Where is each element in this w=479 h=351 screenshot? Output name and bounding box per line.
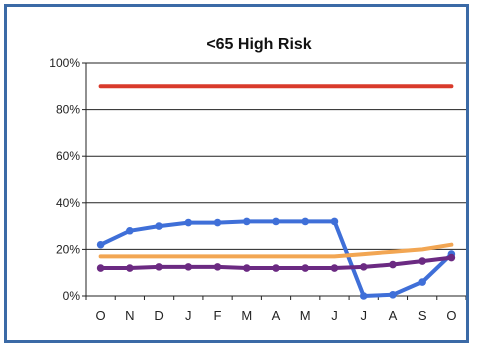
data-point <box>99 84 103 88</box>
data-point <box>242 217 251 226</box>
series-1 <box>98 84 454 89</box>
y-tick-labels: 0% 20% 40% 60% 80% 100% <box>49 56 80 303</box>
x-tick-label: J <box>360 308 367 323</box>
data-point <box>418 257 426 265</box>
y-tick-label: 40% <box>56 196 80 210</box>
data-point <box>449 243 453 247</box>
data-point <box>96 264 105 272</box>
axes <box>82 62 467 300</box>
data-point <box>332 254 337 258</box>
data-point <box>272 217 280 226</box>
data-point <box>184 218 193 227</box>
data-point <box>96 240 105 249</box>
data-point <box>420 84 424 88</box>
data-point <box>157 84 161 88</box>
data-point <box>99 254 103 258</box>
data-point <box>186 84 190 88</box>
data-point <box>213 263 222 271</box>
line-chart: <65 High Risk 0% 20% 40% 60% 80% 100% O N D J F M A… <box>49 36 467 323</box>
data-point <box>391 84 395 88</box>
x-tick-label: A <box>389 308 398 323</box>
data-point <box>155 222 163 230</box>
data-point <box>215 84 220 88</box>
chart-title: <65 High Risk <box>206 36 311 53</box>
x-tick-label: O <box>96 308 106 323</box>
x-tick-label: M <box>241 308 252 323</box>
chart-frame: <65 High Risk 0% 20% 40% 60% 80% 100% O N D J F M A… <box>4 4 469 343</box>
series-3-line <box>98 242 454 259</box>
data-point <box>330 264 339 272</box>
data-point <box>447 253 456 262</box>
data-point <box>126 264 134 272</box>
y-tick-label: 100% <box>49 56 80 70</box>
x-tick-label: A <box>272 308 281 323</box>
x-tick-label: N <box>125 308 134 323</box>
data-point <box>330 217 339 226</box>
series-lines <box>96 84 456 300</box>
data-point <box>301 264 310 272</box>
x-tick-label: J <box>185 308 192 323</box>
data-point <box>128 254 132 258</box>
data-point <box>301 217 310 226</box>
y-tick-label: 80% <box>56 103 80 117</box>
data-point <box>362 84 366 88</box>
data-point <box>303 254 307 258</box>
data-point <box>391 250 395 254</box>
data-point <box>359 263 368 271</box>
data-point <box>332 84 337 88</box>
data-point <box>359 292 368 300</box>
series-4 <box>96 253 456 272</box>
series-2 <box>96 217 456 300</box>
data-point <box>242 264 251 272</box>
data-point <box>362 252 366 256</box>
x-tick-label: M <box>300 308 311 323</box>
x-tick-label: D <box>154 308 163 323</box>
data-point <box>157 254 161 258</box>
data-point <box>213 218 222 227</box>
gridlines <box>86 62 466 297</box>
data-point <box>389 291 397 299</box>
data-point <box>128 84 132 88</box>
data-point <box>245 84 249 88</box>
data-point <box>418 278 426 286</box>
data-point <box>274 84 278 88</box>
y-tick-label: 20% <box>56 242 80 256</box>
data-point <box>389 260 397 269</box>
x-tick-label: O <box>446 308 456 323</box>
x-tick-label: J <box>331 308 338 323</box>
data-point <box>303 84 307 88</box>
y-tick-label: 0% <box>63 289 81 303</box>
data-point <box>155 263 163 271</box>
x-tick-label: S <box>418 308 427 323</box>
y-tick-label: 60% <box>56 149 80 163</box>
series-2-line <box>98 219 454 298</box>
x-tick-label: F <box>214 308 222 323</box>
series-3 <box>98 242 454 259</box>
data-point <box>274 254 278 258</box>
data-point <box>184 263 193 271</box>
data-point <box>272 264 280 272</box>
data-point <box>420 247 424 251</box>
data-point <box>215 254 220 258</box>
data-point <box>126 226 134 235</box>
data-point <box>186 254 190 258</box>
data-point <box>245 254 249 258</box>
data-point <box>449 84 453 88</box>
